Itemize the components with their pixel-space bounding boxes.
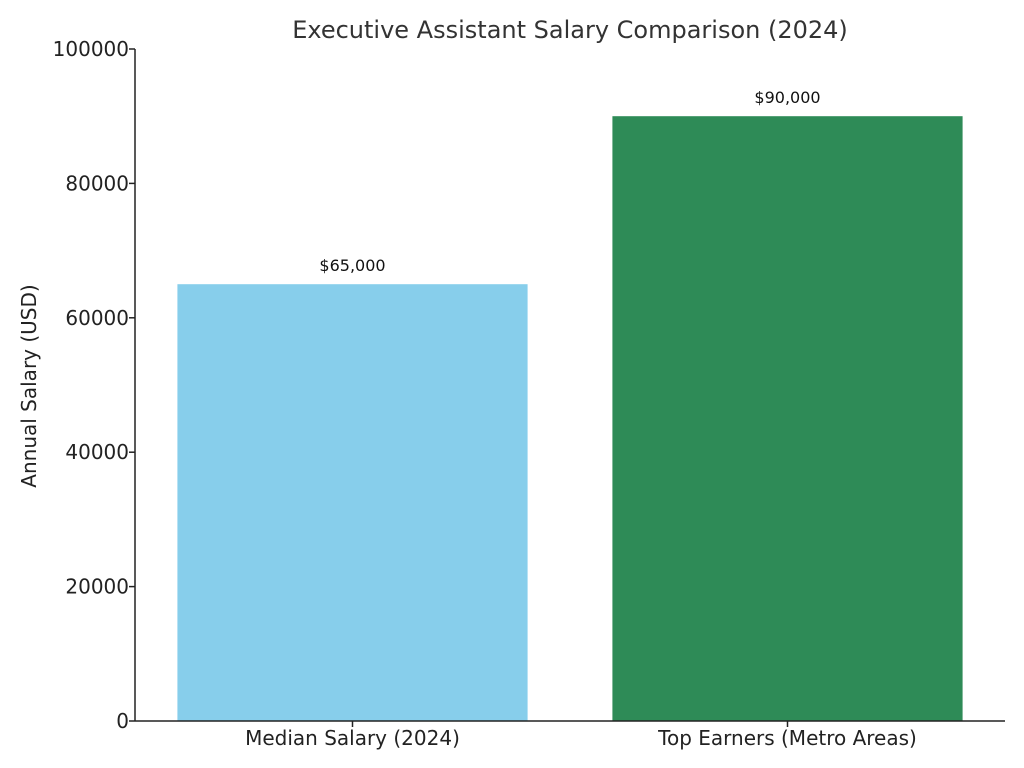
y-tick-label-5: 100000 bbox=[53, 37, 129, 61]
chart-title: Executive Assistant Salary Comparison (2… bbox=[292, 16, 848, 44]
x-tick-label-2: Top Earners (Metro Areas) bbox=[657, 726, 917, 750]
data-label-2: $90,000 bbox=[754, 88, 820, 107]
x-axis-ticks: Median Salary (2024) Top Earners (Metro A… bbox=[245, 721, 917, 750]
y-tick-label-2: 40000 bbox=[65, 440, 129, 464]
y-axis-label: Annual Salary (USD) bbox=[17, 284, 41, 487]
bar-1 bbox=[177, 284, 528, 721]
y-tick-label-1: 20000 bbox=[65, 575, 129, 599]
y-axis-ticks: 0 20000 40000 60000 80000 100000 bbox=[53, 37, 135, 733]
y-tick-label-3: 60000 bbox=[65, 306, 129, 330]
bar-2 bbox=[612, 116, 963, 721]
data-labels-group: $65,000 $90,000 bbox=[319, 88, 820, 275]
y-tick-label-4: 80000 bbox=[65, 171, 129, 195]
y-tick-label-0: 0 bbox=[116, 709, 129, 733]
x-tick-label-1: Median Salary (2024) bbox=[245, 726, 460, 750]
bars-group bbox=[177, 116, 963, 721]
data-label-1: $65,000 bbox=[319, 256, 385, 275]
